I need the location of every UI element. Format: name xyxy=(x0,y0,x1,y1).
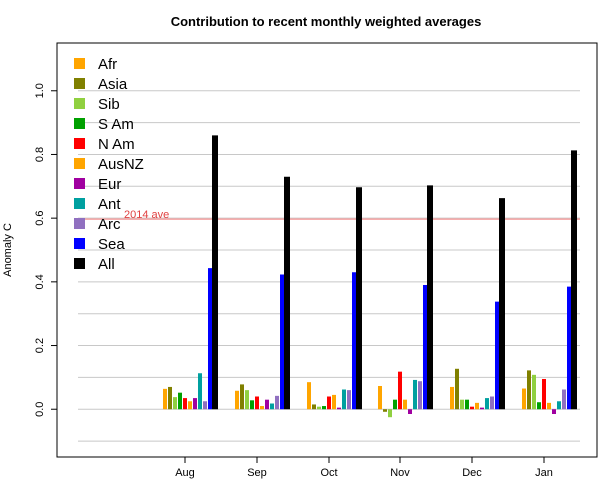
legend-swatch xyxy=(74,178,85,189)
x-tick-label: Jan xyxy=(535,467,553,479)
y-axis-label: Anomaly C xyxy=(2,223,14,277)
x-tick-label: Aug xyxy=(175,467,195,479)
axes: 0.0 0.2 0.4 0.6 0.8 1.0 Aug Sep Oct Nov Dec Jan xyxy=(34,83,553,479)
legend-label: Sea xyxy=(98,236,125,253)
gridlines xyxy=(78,90,580,442)
legend-label: All xyxy=(98,256,115,273)
legend-label: Arc xyxy=(98,216,121,233)
legend-swatch xyxy=(74,258,85,269)
legend-swatch xyxy=(74,118,85,129)
legend-label: Sib xyxy=(98,96,120,113)
legend-label: Eur xyxy=(98,176,121,193)
y-tick-label: 0.4 xyxy=(34,274,46,289)
y-tick-label: 1.0 xyxy=(34,83,46,98)
y-tick-label: 0.6 xyxy=(34,211,46,226)
legend-swatch xyxy=(74,138,85,149)
reference-line-label: 2014 ave xyxy=(124,209,169,221)
x-tick-label: Nov xyxy=(390,467,410,479)
legend-label: S Am xyxy=(98,116,134,133)
bars xyxy=(163,135,577,418)
legend: Afr Asia Sib S Am N Am AusNZ Eur Ant Arc Sea All xyxy=(74,56,144,273)
legend-label: Ant xyxy=(98,196,121,213)
x-tick-label: Sep xyxy=(247,467,267,479)
legend-label: N Am xyxy=(98,136,135,153)
y-tick-label: 0.2 xyxy=(34,338,46,353)
legend-label: Asia xyxy=(98,76,128,93)
legend-swatch xyxy=(74,78,85,89)
legend-label: Afr xyxy=(98,56,117,73)
plot-frame xyxy=(56,42,598,458)
chart-title: Contribution to recent monthly weighted … xyxy=(171,14,482,29)
legend-swatch xyxy=(74,198,85,209)
legend-swatch xyxy=(74,58,85,69)
legend-label: AusNZ xyxy=(98,156,144,173)
legend-swatch xyxy=(74,98,85,109)
y-tick-label: 0.8 xyxy=(34,147,46,162)
legend-swatch xyxy=(74,218,85,229)
y-tick-label: 0.0 xyxy=(34,402,46,417)
x-tick-label: Dec xyxy=(462,467,482,479)
legend-swatch xyxy=(74,238,85,249)
x-tick-label: Oct xyxy=(320,467,337,479)
reference-line-group: 2014 ave xyxy=(78,209,580,221)
legend-swatch xyxy=(74,158,85,169)
